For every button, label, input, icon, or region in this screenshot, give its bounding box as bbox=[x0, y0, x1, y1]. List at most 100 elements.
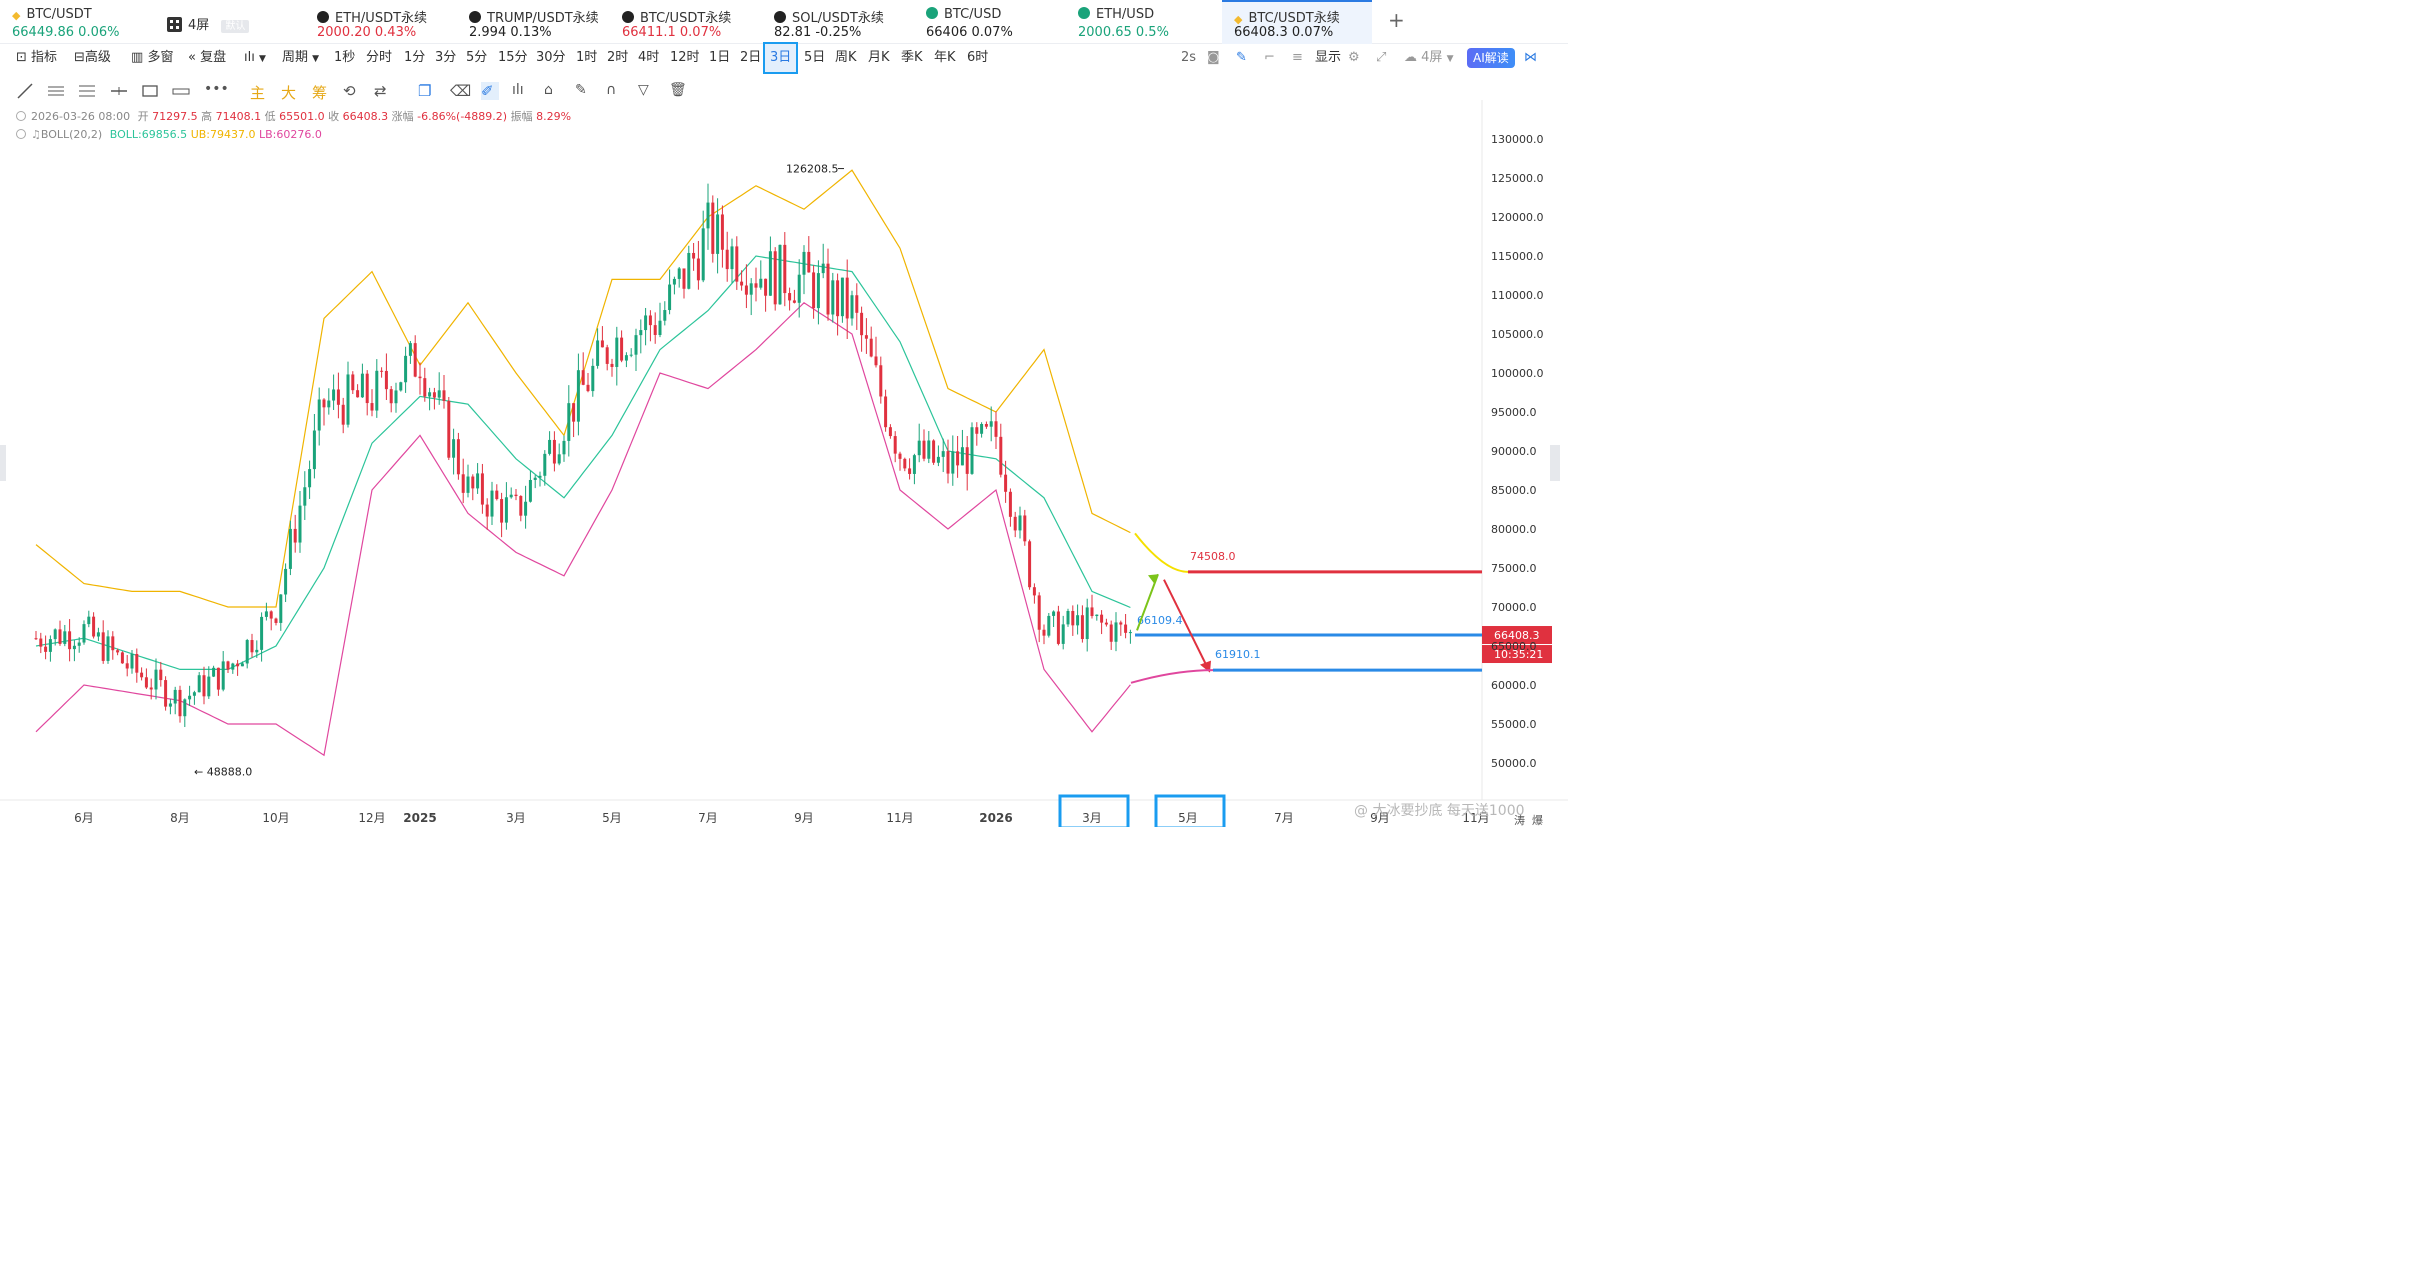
interval-12h[interactable]: 12时 bbox=[670, 50, 700, 65]
x-tick-label: 6月 bbox=[74, 811, 94, 825]
ai-interpret-button[interactable]: AI解读 bbox=[1467, 48, 1515, 68]
period-button[interactable]: 周期 ▼ bbox=[282, 50, 320, 65]
refresh-speed[interactable]: 2s bbox=[1181, 50, 1197, 65]
candle-body bbox=[586, 384, 590, 392]
chip-distribution-toggle[interactable]: 筹 bbox=[312, 84, 328, 102]
replay-button[interactable]: « 复盘 bbox=[188, 50, 227, 65]
lock-icon[interactable]: ⌂ bbox=[544, 82, 553, 98]
ticker-tab-btc-usd[interactable]: BTC/USD 66406 0.07% bbox=[926, 7, 1013, 40]
interval-1d[interactable]: 1日 bbox=[709, 50, 731, 65]
collapse-icon[interactable] bbox=[16, 129, 26, 139]
interval-3d[interactable]: 3日 bbox=[763, 42, 799, 74]
parallel-channel-tool-icon[interactable] bbox=[47, 82, 65, 100]
eraser-icon[interactable]: ⌫ bbox=[450, 82, 472, 100]
interval-5m[interactable]: 5分 bbox=[466, 50, 488, 65]
chart-type-button[interactable]: ılı ▼ bbox=[244, 48, 266, 68]
note-icon[interactable]: ✎ bbox=[575, 82, 587, 98]
gear-icon[interactable]: ⚙ bbox=[1348, 50, 1360, 65]
interval-quarter[interactable]: 季K bbox=[901, 50, 923, 65]
default-badge: 默认 bbox=[221, 20, 250, 33]
x-tick-label: 5月 bbox=[602, 811, 622, 825]
camera-icon[interactable]: ◙ bbox=[1207, 50, 1220, 65]
interval-30m[interactable]: 30分 bbox=[536, 50, 566, 65]
candle-body bbox=[720, 214, 724, 250]
candle-body bbox=[711, 202, 715, 254]
filter-icon[interactable]: ▽ bbox=[638, 82, 649, 98]
display-button[interactable]: 显示 bbox=[1315, 50, 1342, 65]
trendline-tool-icon[interactable] bbox=[16, 82, 34, 100]
candle-body bbox=[807, 251, 811, 273]
interval-6h[interactable]: 6时 bbox=[967, 50, 989, 65]
interval-15m[interactable]: 15分 bbox=[498, 50, 528, 65]
interval-month[interactable]: 月K bbox=[868, 50, 890, 65]
candle-body bbox=[759, 278, 763, 288]
ticker-tab-btc-usdt-perp-okx[interactable]: BTC/USDT永续 66411.1 0.07% bbox=[622, 11, 732, 40]
candle-body bbox=[476, 473, 480, 489]
candle-body bbox=[543, 453, 547, 476]
advanced-button[interactable]: ⊟高级 bbox=[74, 50, 111, 65]
candle-body bbox=[490, 490, 494, 517]
candle-body bbox=[572, 403, 576, 422]
list-icon[interactable]: ≡ bbox=[1292, 50, 1303, 65]
candle-body bbox=[384, 370, 388, 390]
interval-2d[interactable]: 2日 bbox=[740, 50, 762, 65]
candle-body bbox=[912, 455, 916, 474]
ticker-tab-btc-usdt[interactable]: ◆ BTC/USDT 66449.86 0.06% bbox=[12, 7, 120, 40]
ticker-tab-eth-usd[interactable]: ETH/USD 2000.65 0.5% bbox=[1078, 7, 1169, 40]
candle-body bbox=[1023, 515, 1027, 542]
interval-3m[interactable]: 3分 bbox=[435, 50, 457, 65]
indicator-button[interactable]: ⊡ 指标 bbox=[16, 50, 58, 65]
interval-year[interactable]: 年K bbox=[934, 50, 956, 65]
candle-body bbox=[519, 496, 523, 516]
candle-body bbox=[562, 440, 566, 455]
ticker-tab-trump-usdt-perp[interactable]: TRUMP/USDT永续 2.994 0.13% bbox=[469, 11, 599, 40]
candle-body bbox=[749, 283, 753, 295]
candle-body bbox=[754, 283, 758, 288]
compare-icon[interactable]: ⇄ bbox=[374, 82, 387, 100]
big-order-toggle[interactable]: 大 bbox=[281, 84, 297, 102]
magnet-icon[interactable]: ∩ bbox=[606, 82, 617, 98]
pencil-icon[interactable]: ✎ bbox=[1236, 50, 1247, 65]
candle-body bbox=[1128, 632, 1132, 634]
interval-week[interactable]: 周K bbox=[835, 50, 857, 65]
x-tick-label: 5月 bbox=[1178, 811, 1198, 825]
ticker-tab-btc-usdt-perp-binance[interactable]: ◆ BTC/USDT永续 66408.3 0.07% bbox=[1222, 0, 1372, 44]
ticker-tab-4screen[interactable]: 4屏 默认 bbox=[155, 0, 300, 44]
candle-body bbox=[399, 382, 403, 391]
candle-body bbox=[922, 440, 926, 459]
copy-icon[interactable]: ❐ bbox=[418, 82, 432, 100]
sync-icon[interactable]: ⟲ bbox=[343, 82, 356, 100]
interval-2h[interactable]: 2时 bbox=[607, 50, 629, 65]
collapse-icon[interactable] bbox=[16, 111, 26, 121]
fib-tool-icon[interactable] bbox=[78, 82, 96, 100]
ticker-tab-eth-usdt-perp[interactable]: ETH/USDT永续 2000.20 0.43% bbox=[317, 11, 428, 40]
candle-body bbox=[207, 676, 211, 697]
multi-window-button[interactable]: ▥ 多窗 bbox=[131, 50, 174, 65]
interval-1h[interactable]: 1时 bbox=[576, 50, 598, 65]
price-chart[interactable]: 126208.5 ← 48888.0 66109.4 74508.0 61910.1 66… bbox=[0, 0, 1568, 827]
fullscreen-icon[interactable]: ⤢ bbox=[1376, 50, 1387, 65]
candles-icon[interactable]: ılı bbox=[512, 82, 524, 98]
bookmark-icon[interactable]: ⌐ bbox=[1264, 50, 1275, 65]
horizontal-line-tool-icon[interactable] bbox=[110, 82, 128, 100]
ruler-tool-icon[interactable] bbox=[172, 82, 190, 100]
candle-body bbox=[236, 663, 240, 667]
bell-icon[interactable]: ♫ bbox=[31, 128, 41, 141]
interval-4h[interactable]: 4时 bbox=[638, 50, 660, 65]
brush-icon[interactable]: ✐ bbox=[481, 82, 499, 100]
interval-timeshare[interactable]: 分时 bbox=[366, 50, 393, 65]
interval-5d[interactable]: 5日 bbox=[804, 50, 826, 65]
candle-body bbox=[797, 274, 801, 303]
trash-icon[interactable]: 🗑 bbox=[669, 82, 687, 98]
y-tick-label: 115000.0 bbox=[1491, 250, 1544, 263]
x-tick-label: 10月 bbox=[262, 811, 289, 825]
ticker-tab-sol-usdt-perp[interactable]: SOL/USDT永续 82.81 -0.25% bbox=[774, 11, 884, 40]
screens-button[interactable]: ☁ 4屏 ▼ bbox=[1404, 50, 1454, 65]
rectangle-tool-icon[interactable] bbox=[141, 82, 159, 100]
candle-body bbox=[418, 376, 422, 379]
interval-1s[interactable]: 1秒 bbox=[334, 50, 356, 65]
main-chart-toggle[interactable]: 主 bbox=[250, 84, 266, 102]
share-icon[interactable]: ⋈ bbox=[1524, 50, 1537, 65]
interval-1m[interactable]: 1分 bbox=[404, 50, 426, 65]
add-tab-button[interactable]: + bbox=[1388, 8, 1405, 32]
